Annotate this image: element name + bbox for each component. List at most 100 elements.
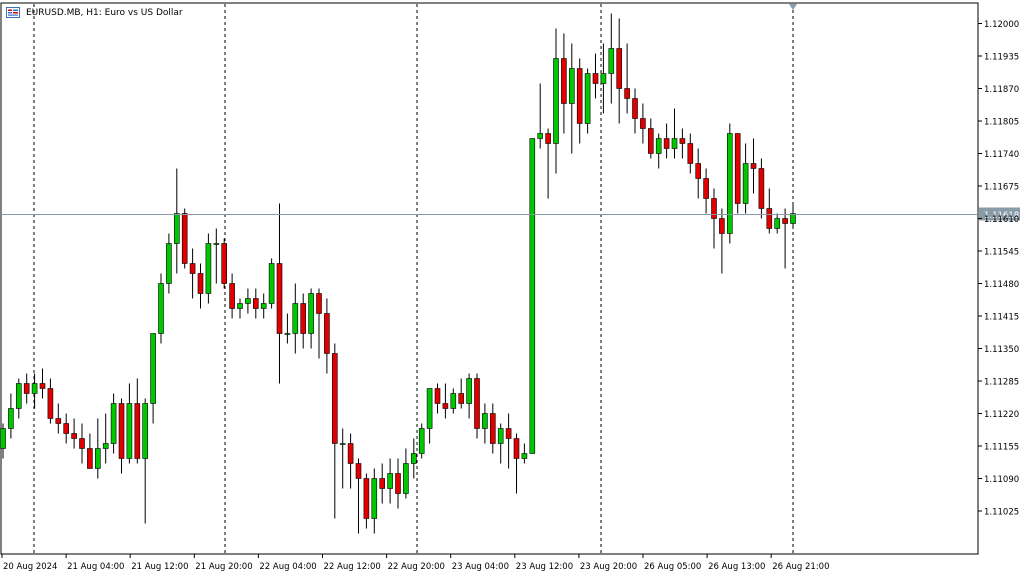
candle-body [245,298,251,304]
candle-body [434,388,441,404]
bull-candle [410,438,417,479]
candle-body [687,143,694,164]
candle-body [150,333,156,404]
chart-title: EURUSD.MB, H1: Euro vs US Dollar [26,8,183,18]
candle-body [474,378,480,429]
candle-body [568,68,575,104]
y-tick-label: 1.11675 [984,183,1019,193]
candle-body [663,138,670,149]
price-label-box [979,207,1020,221]
candle-body [363,478,370,519]
bear-candle [719,208,725,274]
x-tick-label: 23 Aug 12:00 [516,562,573,572]
candle-body [403,463,409,494]
candle-body [497,428,504,444]
bear-candle [331,343,338,519]
candle-body [95,448,101,469]
bear-candle [434,383,441,414]
bear-candle [379,463,386,504]
bear-candle [395,458,401,509]
candle-body [221,243,227,284]
bull-candle [497,423,504,464]
bull-candle [742,143,749,214]
candle-body [253,298,259,309]
shift-marker-icon[interactable] [789,4,797,10]
candle-body [63,423,70,434]
candle-body [23,383,30,394]
x-tick-label: 22 Aug 12:00 [324,562,381,572]
candle-body [300,303,307,334]
y-tick-label: 1.11350 [984,345,1019,355]
candle-body [782,218,788,224]
candle-body [608,48,615,74]
price-axis[interactable]: 1.12000 1.11935 1.11870 1.11805 1.11740 1.116… [978,20,1019,518]
x-tick-label: 26 Aug 05:00 [644,562,701,572]
bull-candle [102,413,109,464]
bull-candle [537,83,544,149]
bull-candle [284,313,291,344]
bear-candle [181,208,188,269]
x-tick-label: 21 Aug 20:00 [195,562,252,572]
bear-candle [134,378,141,464]
bear-candle [71,418,77,449]
bull-candle [308,288,314,349]
bear-candle [253,288,259,319]
y-tick-label: 1.11935 [984,53,1019,63]
candle-body [466,378,472,404]
candle-body [31,383,38,394]
candle-body [671,138,678,149]
candle-body [655,138,662,154]
candle-body [537,133,544,139]
candle-body [766,208,773,229]
bull-candle [450,388,457,414]
bear-candle [545,128,551,199]
bull-candle [126,383,133,464]
candle-body [489,413,496,444]
bull-candle [213,228,220,284]
bull-candle [774,213,781,234]
bear-candle [489,403,496,454]
bull-candle [553,28,559,174]
candle-body [395,473,401,494]
bull-candle [31,373,38,409]
candle-body [174,213,180,244]
bear-candle [39,368,46,399]
candle-body [561,58,567,104]
bear-candle [316,288,322,359]
y-tick-label: 1.11025 [984,508,1019,518]
candle-body [316,293,322,314]
bull-candle [245,288,251,314]
candle-body [237,303,243,309]
bear-candle [687,133,694,174]
y-tick-label: 1.11480 [984,280,1019,290]
candle-body [529,138,536,454]
bear-candle [750,138,757,194]
bull-candle [584,68,591,134]
candles [0,13,796,534]
candle-body [505,428,512,439]
candle-body [790,213,796,224]
bull-candle [790,203,796,229]
bear-candle [442,383,449,419]
bear-candle [782,208,788,269]
bear-candle [79,423,85,464]
bear-candle [679,128,686,159]
bear-candle [734,133,741,214]
bull-candle [292,283,299,354]
candle-body [379,478,386,489]
candle-body [260,303,267,309]
y-tick-label: 1.11740 [984,150,1019,160]
candle-body [726,133,733,234]
bear-candle [632,88,638,134]
y-tick-label: 1.11610 [984,215,1019,225]
bull-candle [655,133,662,169]
candle-body [166,243,172,284]
bear-candle [47,378,54,424]
bull-candle [529,138,536,454]
time-axis[interactable]: 20 Aug 2024 21 Aug 04:00 21 Aug 12:00 21 Au… [1,554,830,572]
candle-body [134,403,141,459]
candle-body [695,163,702,179]
bull-candle [608,13,615,104]
